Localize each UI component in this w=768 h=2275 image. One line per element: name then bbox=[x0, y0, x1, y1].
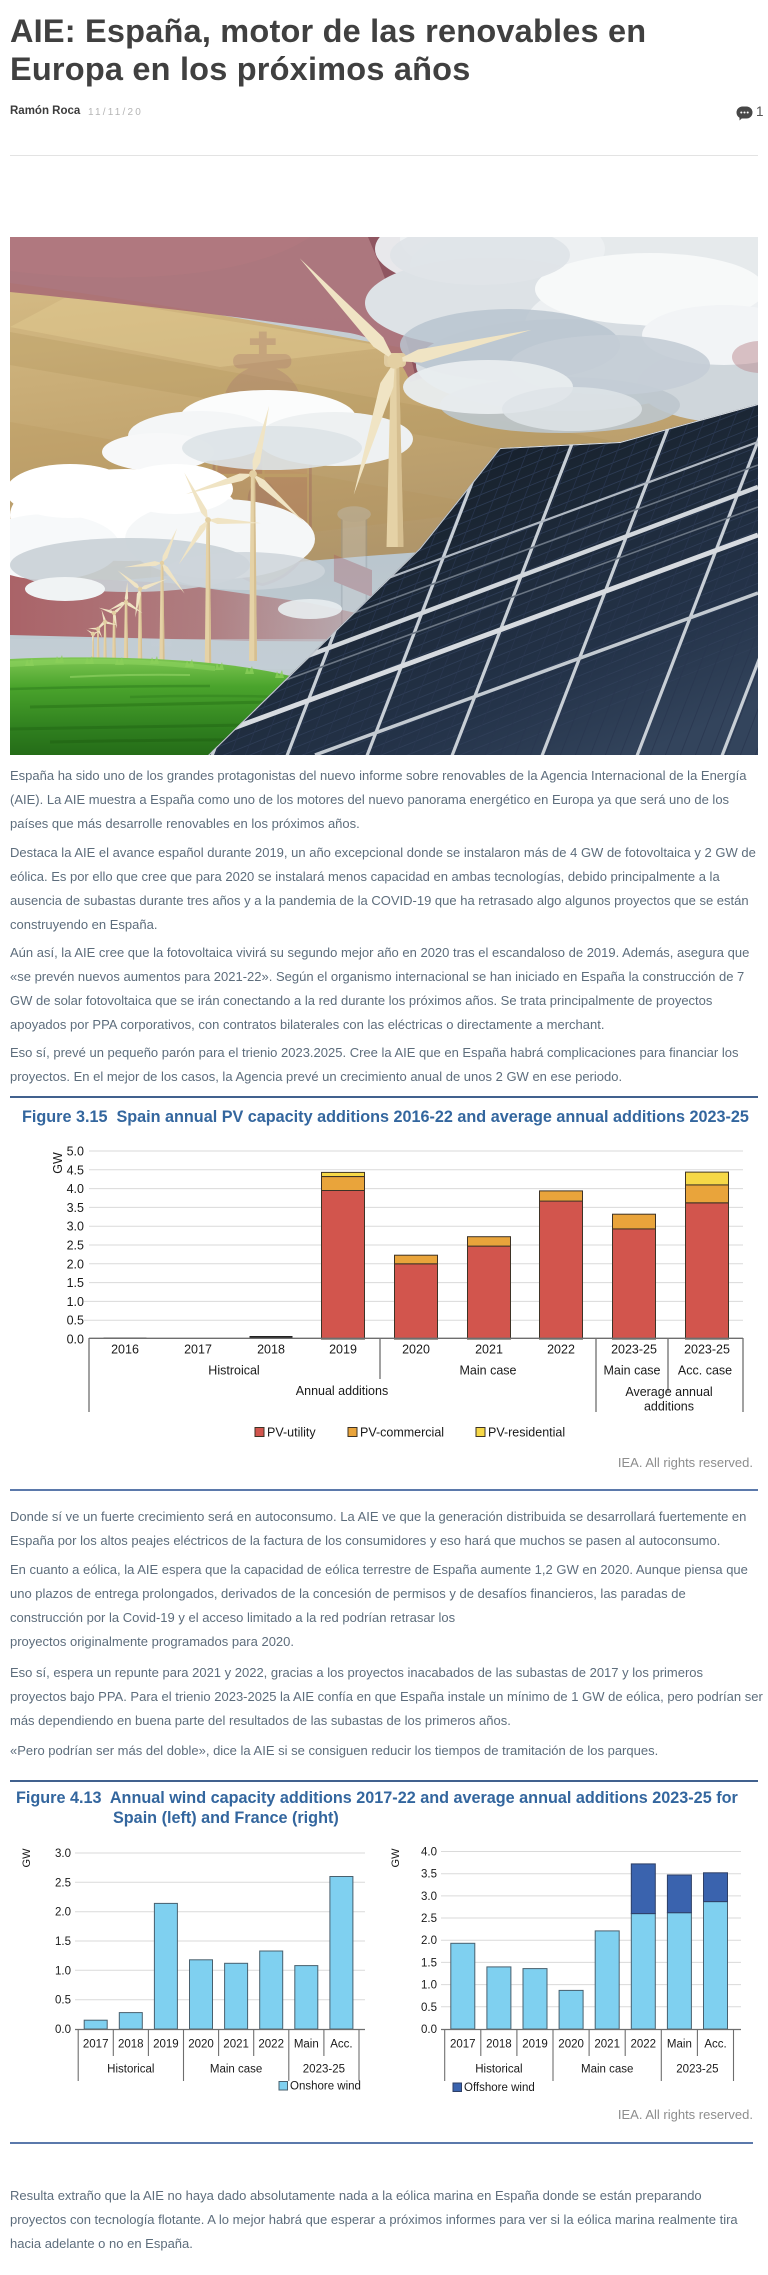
svg-text:Historical: Historical bbox=[107, 2064, 154, 2076]
svg-text:2021: 2021 bbox=[223, 2039, 249, 2051]
svg-text:1.5: 1.5 bbox=[67, 1276, 84, 1290]
svg-text:Main case: Main case bbox=[604, 1364, 661, 1378]
svg-text:GW: GW bbox=[390, 1848, 402, 1868]
svg-text:Acc.: Acc. bbox=[704, 2039, 726, 2051]
svg-text:2016: 2016 bbox=[111, 1343, 139, 1357]
svg-text:Main case: Main case bbox=[210, 2064, 262, 2076]
svg-text:2023-25: 2023-25 bbox=[676, 2064, 718, 2076]
svg-text:1.5: 1.5 bbox=[421, 1957, 437, 1969]
svg-text:1.0: 1.0 bbox=[421, 1980, 437, 1992]
svg-text:3.5: 3.5 bbox=[67, 1201, 84, 1215]
svg-text:2019: 2019 bbox=[522, 2039, 548, 2051]
svg-text:Main case: Main case bbox=[460, 1364, 517, 1378]
svg-text:3.0: 3.0 bbox=[67, 1220, 84, 1234]
svg-text:5.0: 5.0 bbox=[67, 1145, 84, 1159]
svg-text:2023-25: 2023-25 bbox=[611, 1343, 657, 1357]
svg-text:1.5: 1.5 bbox=[55, 1936, 71, 1948]
svg-text:Histroical: Histroical bbox=[208, 1364, 259, 1378]
svg-text:2022: 2022 bbox=[258, 2039, 284, 2051]
svg-text:2018: 2018 bbox=[257, 1343, 285, 1357]
svg-text:2023-25: 2023-25 bbox=[303, 2064, 345, 2076]
svg-text:3.0: 3.0 bbox=[421, 1891, 437, 1903]
svg-text:4.5: 4.5 bbox=[67, 1163, 84, 1177]
svg-text:0.5: 0.5 bbox=[55, 1995, 71, 2007]
svg-text:0.5: 0.5 bbox=[67, 1314, 84, 1328]
svg-text:Main: Main bbox=[667, 2039, 692, 2051]
svg-text:1.0: 1.0 bbox=[67, 1295, 84, 1309]
svg-text:GW: GW bbox=[51, 1152, 65, 1174]
svg-text:Historical: Historical bbox=[475, 2064, 522, 2076]
svg-text:2020: 2020 bbox=[558, 2039, 584, 2051]
svg-text:4.0: 4.0 bbox=[421, 1847, 437, 1859]
svg-text:Acc. case: Acc. case bbox=[678, 1364, 732, 1378]
svg-text:2021: 2021 bbox=[475, 1343, 503, 1357]
svg-text:2020: 2020 bbox=[402, 1343, 430, 1357]
svg-text:2.0: 2.0 bbox=[67, 1257, 84, 1271]
svg-text:Acc.: Acc. bbox=[330, 2039, 352, 2051]
svg-text:2018: 2018 bbox=[118, 2039, 144, 2051]
svg-text:GW: GW bbox=[21, 1848, 33, 1868]
svg-text:Main case: Main case bbox=[581, 2064, 633, 2076]
svg-text:0.0: 0.0 bbox=[421, 2024, 437, 2036]
svg-text:2022: 2022 bbox=[631, 2039, 657, 2051]
svg-text:2018: 2018 bbox=[486, 2039, 512, 2051]
svg-text:3.0: 3.0 bbox=[55, 1848, 71, 1860]
svg-text:additions: additions bbox=[644, 1400, 694, 1414]
svg-text:Main: Main bbox=[294, 2039, 319, 2051]
svg-text:2019: 2019 bbox=[153, 2039, 179, 2051]
svg-text:0.0: 0.0 bbox=[55, 2024, 71, 2036]
svg-text:2021: 2021 bbox=[594, 2039, 620, 2051]
svg-text:0.5: 0.5 bbox=[421, 2002, 437, 2014]
svg-text:Annual additions: Annual additions bbox=[296, 1384, 388, 1398]
svg-text:2.0: 2.0 bbox=[421, 1935, 437, 1947]
svg-text:2017: 2017 bbox=[184, 1343, 212, 1357]
svg-text:2022: 2022 bbox=[547, 1343, 575, 1357]
svg-text:PV-commercial: PV-commercial bbox=[360, 1426, 444, 1440]
svg-text:2.5: 2.5 bbox=[55, 1877, 71, 1889]
svg-text:2.5: 2.5 bbox=[421, 1913, 437, 1925]
svg-text:0.0: 0.0 bbox=[67, 1333, 84, 1347]
svg-text:2.5: 2.5 bbox=[67, 1239, 84, 1253]
svg-text:Offshore wind: Offshore wind bbox=[464, 2082, 535, 2094]
svg-text:2017: 2017 bbox=[83, 2039, 109, 2051]
svg-text:Onshore wind: Onshore wind bbox=[290, 2081, 361, 2093]
svg-text:PV-residential: PV-residential bbox=[488, 1426, 565, 1440]
svg-text:2019: 2019 bbox=[329, 1343, 357, 1357]
svg-text:2023-25: 2023-25 bbox=[684, 1343, 730, 1357]
svg-text:2017: 2017 bbox=[450, 2039, 476, 2051]
svg-text:3.5: 3.5 bbox=[421, 1869, 437, 1881]
svg-text:4.0: 4.0 bbox=[67, 1182, 84, 1196]
svg-text:PV-utility: PV-utility bbox=[267, 1426, 316, 1440]
svg-text:2.0: 2.0 bbox=[55, 1907, 71, 1919]
svg-text:2020: 2020 bbox=[188, 2039, 214, 2051]
svg-text:1.0: 1.0 bbox=[55, 1965, 71, 1977]
svg-text:Average annual: Average annual bbox=[625, 1385, 712, 1399]
